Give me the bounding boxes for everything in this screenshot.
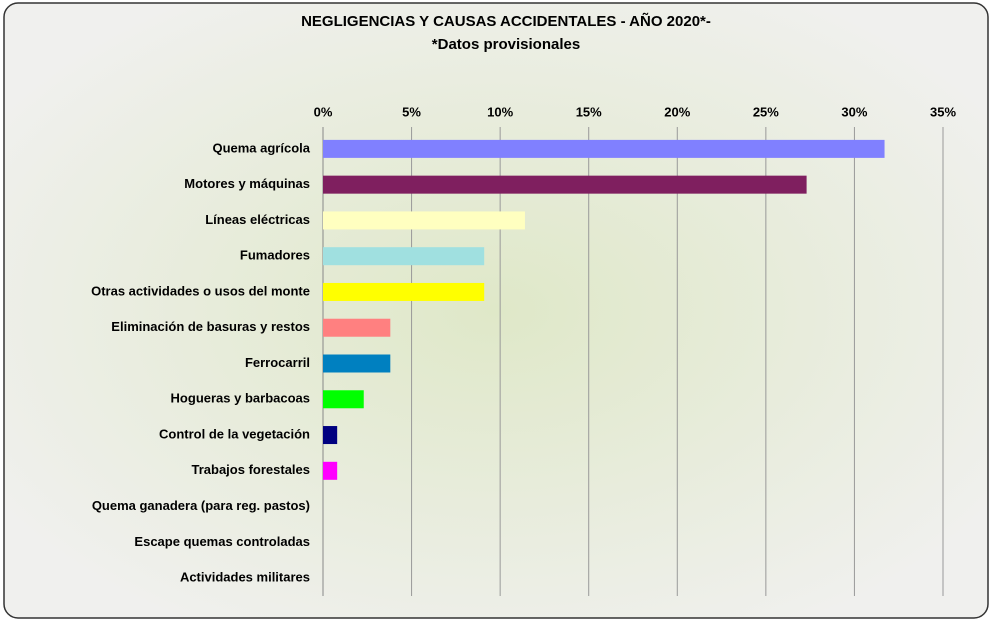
x-tick-label: 30%	[841, 104, 867, 119]
bar	[323, 247, 485, 266]
y-tick-label: Líneas eléctricas	[205, 212, 310, 227]
bar	[323, 211, 525, 230]
bar	[323, 426, 338, 445]
y-tick-label: Otras actividades o usos del monte	[91, 283, 310, 298]
y-tick-label: Motores y máquinas	[184, 176, 310, 191]
y-tick-label: Fumadores	[240, 248, 310, 263]
y-tick-label: Hogueras y barbacoas	[171, 391, 310, 406]
bar	[323, 282, 485, 301]
x-tick-label: 20%	[664, 104, 690, 119]
x-tick-label: 15%	[576, 104, 602, 119]
y-tick-label: Control de la vegetación	[159, 426, 310, 441]
chart-title: NEGLIGENCIAS Y CAUSAS ACCIDENTALES - AÑO…	[301, 12, 711, 30]
y-tick-label: Quema ganadera (para reg. pastos)	[92, 498, 310, 513]
y-tick-label: Eliminación de basuras y restos	[111, 319, 310, 334]
y-tick-label: Quema agrícola	[212, 140, 310, 155]
chart-subtitle: *Datos provisionales	[432, 36, 580, 53]
x-tick-label: 25%	[753, 104, 779, 119]
y-tick-label: Escape quemas controladas	[134, 534, 310, 549]
chart-frame	[3, 2, 989, 619]
x-tick-label: 10%	[487, 104, 513, 119]
bar	[323, 318, 391, 337]
bar	[323, 175, 807, 194]
y-tick-label: Ferrocarril	[245, 355, 310, 370]
x-tick-label: 5%	[402, 104, 421, 119]
bar	[323, 461, 338, 480]
y-tick-label: Actividades militares	[180, 570, 310, 585]
bar	[323, 354, 391, 373]
bar	[323, 390, 364, 409]
x-tick-label: 0%	[314, 104, 333, 119]
y-tick-label: Trabajos forestales	[192, 462, 311, 477]
x-tick-label: 35%	[930, 104, 956, 119]
bar	[323, 139, 885, 158]
